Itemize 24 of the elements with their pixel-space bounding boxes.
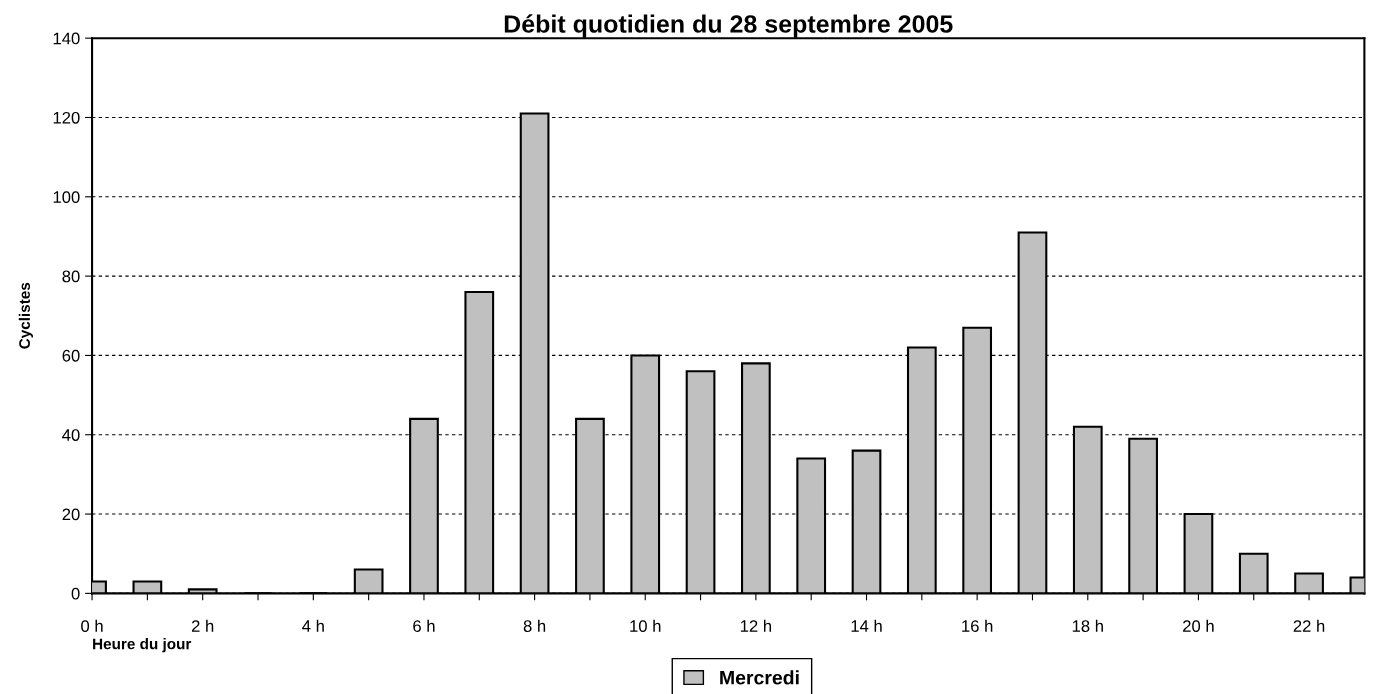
x-tick-label: 18 h [1072, 619, 1103, 632]
y-tick-label: 20 [62, 508, 80, 521]
y-tick-label: 140 [53, 32, 80, 45]
x-tick-label: 2 h [191, 619, 214, 632]
x-tick-label: 14 h [851, 619, 882, 632]
x-axis-title: Heure du jour [93, 638, 192, 653]
y-tick-label: 120 [53, 111, 80, 124]
x-tick-label: 12 h [740, 619, 772, 632]
y-tick-label: 0 [71, 587, 80, 600]
x-tick-label: 22 h [1293, 619, 1325, 632]
x-tick-label: 6 h [413, 619, 435, 632]
y-axis-title: Cyclistes [18, 282, 33, 349]
legend-label: Mercredi [720, 670, 799, 685]
x-tick-label: 10 h [630, 619, 661, 632]
y-tick-label: 80 [62, 270, 80, 283]
x-tick-label: 8 h [523, 619, 546, 632]
y-tick-label: 100 [53, 191, 80, 203]
y-tick-label: 40 [62, 429, 80, 441]
x-tick-label: 4 h [302, 619, 324, 632]
x-tick-label: 0 h [81, 619, 103, 632]
x-tick-label: 20 h [1183, 619, 1214, 632]
chart-title: Débit quotidien du 28 septembre 2005 [504, 14, 953, 38]
x-tick-label: 16 h [962, 619, 993, 632]
y-tick-label: 60 [62, 349, 80, 362]
